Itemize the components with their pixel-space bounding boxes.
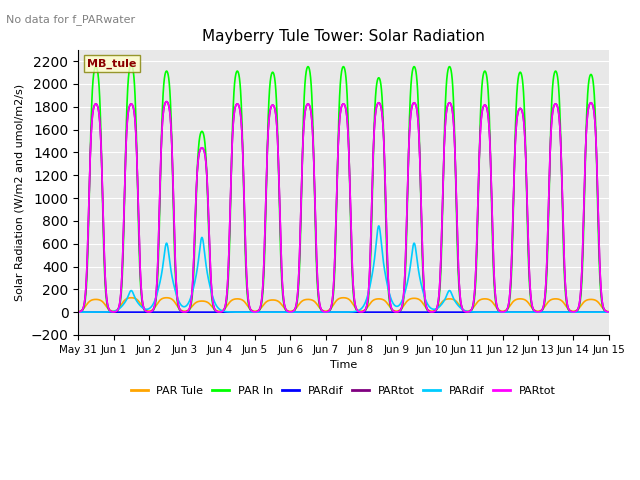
PAR Tule — [74, 309, 82, 314]
PARtot — [182, 309, 190, 315]
PAR Tule — [127, 295, 135, 300]
PARdif — [605, 309, 612, 315]
PARdif — [273, 309, 280, 315]
PARtot — [163, 99, 170, 105]
PARdif — [375, 223, 383, 229]
PAR Tule — [188, 304, 196, 310]
Text: No data for f_PARwater: No data for f_PARwater — [6, 14, 136, 25]
PARdif — [605, 309, 612, 315]
PARtot — [74, 309, 82, 315]
Line: PAR In: PAR In — [78, 64, 609, 312]
PARtot — [182, 309, 190, 315]
PARdif — [492, 309, 500, 315]
PARdif — [188, 309, 195, 315]
PARdif — [492, 309, 500, 315]
PAR Tule — [417, 298, 424, 303]
PARtot — [273, 123, 280, 129]
PARdif — [74, 309, 82, 315]
Legend: PAR Tule, PAR In, PARdif, PARtot, PARdif, PARtot: PAR Tule, PAR In, PARdif, PARtot, PARdif… — [127, 382, 561, 401]
Line: PARtot: PARtot — [78, 102, 609, 312]
PARtot — [605, 309, 612, 315]
PAR In — [603, 309, 611, 315]
PARdif — [273, 309, 280, 315]
Line: PAR Tule: PAR Tule — [78, 298, 609, 312]
PAR In — [182, 309, 190, 315]
PAR In — [273, 106, 280, 112]
PAR In — [417, 183, 424, 189]
X-axis label: Time: Time — [330, 360, 357, 370]
PAR Tule — [603, 308, 611, 314]
PAR Tule — [182, 308, 190, 314]
PARtot — [74, 309, 82, 315]
PAR In — [127, 61, 135, 67]
PARdif — [417, 278, 424, 284]
PARtot — [417, 176, 424, 182]
PARtot — [163, 99, 170, 105]
PARtot — [417, 176, 424, 182]
PAR In — [492, 300, 500, 306]
PARtot — [492, 297, 500, 302]
PAR Tule — [273, 298, 280, 303]
PARdif — [417, 309, 424, 315]
PARtot — [188, 293, 196, 299]
PARdif — [182, 309, 190, 315]
Title: Mayberry Tule Tower: Solar Radiation: Mayberry Tule Tower: Solar Radiation — [202, 29, 485, 44]
Line: PARtot: PARtot — [78, 102, 609, 312]
PAR Tule — [492, 304, 500, 310]
PAR In — [188, 298, 196, 304]
PARtot — [273, 123, 280, 129]
PARtot — [603, 309, 611, 314]
PARdif — [182, 303, 190, 309]
PARtot — [492, 297, 500, 302]
PARdif — [188, 292, 195, 298]
PAR In — [605, 309, 612, 315]
PARtot — [188, 293, 196, 299]
PAR Tule — [605, 309, 612, 314]
PARdif — [603, 309, 611, 315]
Y-axis label: Solar Radiation (W/m2 and umol/m2/s): Solar Radiation (W/m2 and umol/m2/s) — [15, 84, 25, 301]
PARtot — [603, 309, 611, 314]
PARdif — [74, 309, 82, 315]
PARtot — [605, 309, 612, 315]
PAR In — [74, 309, 82, 315]
Line: PARdif: PARdif — [78, 226, 609, 312]
PARdif — [603, 309, 611, 315]
